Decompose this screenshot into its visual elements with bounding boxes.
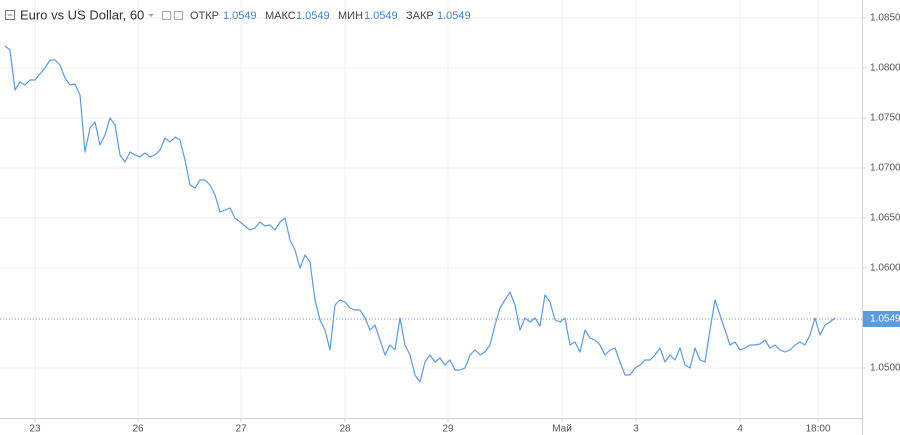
settings-icon[interactable] [162, 11, 171, 20]
menu-arrow[interactable] [148, 14, 154, 17]
y-tick-label: 1.0700 [870, 163, 900, 174]
ohlc-value: 1.0549 [437, 10, 471, 22]
x-tick-label: 26 [132, 424, 144, 435]
last-price-label: 1.0549 [870, 314, 900, 325]
ohlc-label: МАКС [265, 10, 296, 22]
ohlc-label: ОТКР [190, 10, 219, 22]
x-tick-label: 3 [633, 424, 639, 435]
y-tick-label: 1.0500 [870, 363, 900, 374]
y-tick-label: 1.0650 [870, 213, 900, 224]
chart-title: Euro vs US Dollar, 60 [20, 7, 144, 22]
y-tick-label: 1.0600 [870, 263, 900, 274]
collapse-icon[interactable] [5, 10, 15, 20]
x-tick-label: 18:00 [805, 424, 830, 435]
ohlc-label: МИН [338, 10, 363, 22]
ohlc-value: 1.0549 [296, 10, 330, 22]
x-tick-label: 28 [339, 424, 351, 435]
x-tick-label: 23 [29, 424, 41, 435]
ohlc-label: ЗАКР [406, 10, 434, 22]
ohlc-value: 1.0549 [364, 10, 398, 22]
price-line [4, 45, 836, 383]
y-tick-label: 1.0800 [870, 63, 900, 74]
ohlc-legend: ОТКР 1.0549 МАКС 1.0549 МИН 1.0549 ЗАКР 1.0549 [190, 10, 471, 22]
last-price-badge [863, 311, 900, 327]
grid [0, 0, 862, 418]
x-tick-label: 29 [442, 424, 454, 435]
y-tick-label: 1.0750 [870, 113, 900, 124]
close-icon[interactable] [174, 11, 183, 20]
x-tick-label: Май [552, 424, 572, 435]
y-tick-label: 1.0850 [870, 13, 900, 24]
x-tick-label: 4 [737, 424, 743, 435]
ohlc-value: 1.0549 [223, 10, 257, 22]
x-tick-label: 27 [235, 424, 247, 435]
